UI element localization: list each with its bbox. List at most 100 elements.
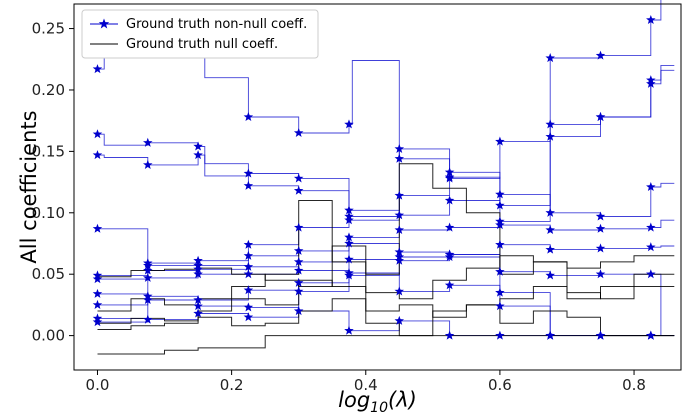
y-axis-ticks: 0.00 0.05 0.10 0.15 0.20 0.25 bbox=[32, 20, 74, 345]
star-marker-5-4 bbox=[293, 256, 304, 266]
star-marker-3-2 bbox=[193, 269, 203, 279]
star-marker-8-2 bbox=[193, 301, 203, 311]
x-tick-label: 0.0 bbox=[86, 376, 110, 394]
star-marker-7-4 bbox=[293, 277, 304, 287]
star-marker-0-10 bbox=[595, 50, 606, 60]
star-marker-3-4 bbox=[293, 222, 304, 232]
star-marker-2-9 bbox=[545, 131, 555, 141]
nonnull-coef-line-5 bbox=[97, 243, 675, 280]
x-tick-label: 0.2 bbox=[220, 376, 244, 394]
star-marker-1-5 bbox=[344, 205, 354, 215]
star-marker-8-6 bbox=[394, 286, 405, 296]
star-marker-7-1 bbox=[143, 294, 153, 305]
star-marker-2-4 bbox=[293, 185, 304, 195]
star-marker-9-3 bbox=[243, 312, 254, 322]
star-marker-3-3 bbox=[243, 239, 254, 249]
star-marker-6-8 bbox=[495, 266, 505, 276]
star-marker-8-8 bbox=[495, 287, 505, 297]
star-marker-6-10 bbox=[595, 269, 606, 279]
star-marker-2-7 bbox=[444, 172, 455, 182]
star-marker-5-11 bbox=[646, 242, 656, 252]
star-marker-3-6 bbox=[394, 210, 405, 220]
star-marker-0-4 bbox=[293, 127, 304, 137]
star-marker-1-1 bbox=[143, 137, 153, 147]
star-marker-5-1 bbox=[143, 258, 153, 268]
star-marker-1-9 bbox=[545, 119, 555, 129]
star-marker-3-11 bbox=[646, 182, 656, 192]
star-marker-5-10 bbox=[595, 243, 606, 253]
star-marker-6-2 bbox=[193, 264, 203, 274]
star-marker-4-4 bbox=[293, 245, 304, 255]
star-marker-7-3 bbox=[243, 285, 254, 295]
star-marker-6-5 bbox=[344, 254, 354, 264]
x-tick-label: 0.8 bbox=[622, 376, 646, 394]
nonnull-coef-line-4 bbox=[97, 219, 675, 276]
x-tick-label: 0.4 bbox=[354, 376, 378, 394]
star-marker-6-11 bbox=[646, 269, 656, 279]
star-marker-1-0 bbox=[92, 129, 103, 139]
star-marker-8-1 bbox=[143, 291, 153, 301]
y-tick-label: 0.20 bbox=[32, 81, 65, 99]
star-marker-5-8 bbox=[495, 239, 505, 249]
y-tick-label: 0.25 bbox=[32, 20, 65, 38]
x-axis-label: log10(λ) bbox=[338, 388, 417, 414]
null-coef-line-14 bbox=[97, 335, 675, 355]
x-axis-label-subscript: 10 bbox=[370, 400, 388, 414]
y-tick-label: 0.00 bbox=[32, 327, 65, 345]
star-marker-9-6 bbox=[394, 315, 405, 325]
x-axis-ticks: 0.0 0.2 0.4 0.6 0.8 bbox=[86, 370, 646, 394]
legend-null-label: Ground truth null coeff. bbox=[126, 37, 278, 52]
star-marker-8-7 bbox=[444, 280, 455, 290]
plot-frame bbox=[73, 3, 682, 371]
star-marker-4-5 bbox=[344, 232, 354, 242]
y-tick-label: 0.15 bbox=[32, 142, 65, 160]
legend-star-icon bbox=[98, 18, 110, 29]
null-coef-line-13 bbox=[97, 298, 675, 337]
star-marker-0-0 bbox=[92, 64, 103, 74]
star-marker-4-10 bbox=[595, 223, 606, 233]
legend: Ground truth non-null coeff. Ground trut… bbox=[81, 9, 319, 59]
star-marker-6-0 bbox=[92, 288, 103, 298]
legend-box bbox=[81, 9, 319, 59]
star-marker-5-5 bbox=[344, 238, 354, 248]
star-marker-3-9 bbox=[545, 207, 555, 217]
star-marker-2-6 bbox=[394, 190, 405, 200]
x-tick-label: 0.6 bbox=[488, 376, 512, 394]
x-axis-label-argument: (λ) bbox=[388, 388, 417, 412]
star-marker-2-0 bbox=[92, 150, 103, 160]
star-marker-4-9 bbox=[545, 224, 555, 235]
star-marker-5-0 bbox=[92, 274, 103, 284]
star-marker-4-11 bbox=[646, 222, 656, 232]
star-marker-3-7 bbox=[444, 195, 455, 205]
null-coef-line-12 bbox=[97, 279, 675, 324]
series-markers bbox=[92, 14, 656, 340]
star-marker-9-11 bbox=[646, 330, 656, 340]
star-marker-9-7 bbox=[444, 330, 455, 340]
star-marker-6-4 bbox=[293, 265, 304, 275]
star-marker-0-5 bbox=[344, 119, 354, 129]
star-marker-4-6 bbox=[394, 224, 405, 235]
nonnull-coef-line-2 bbox=[97, 69, 675, 222]
star-marker-2-1 bbox=[143, 159, 153, 169]
star-marker-3-1 bbox=[143, 265, 153, 275]
star-marker-4-7 bbox=[444, 222, 455, 232]
legend-nonnull-label: Ground truth non-null coeff. bbox=[126, 17, 307, 32]
star-marker-9-5 bbox=[344, 325, 354, 335]
star-marker-9-1 bbox=[143, 314, 153, 324]
star-marker-1-3 bbox=[243, 168, 254, 178]
y-tick-label: 0.05 bbox=[32, 265, 65, 283]
star-marker-1-4 bbox=[293, 173, 304, 183]
star-marker-4-2 bbox=[193, 255, 203, 265]
star-marker-7-6 bbox=[394, 255, 405, 265]
star-marker-6-9 bbox=[545, 270, 555, 280]
star-marker-9-0 bbox=[92, 317, 103, 327]
star-marker-6-1 bbox=[143, 272, 153, 282]
star-marker-0-9 bbox=[545, 53, 555, 63]
star-marker-4-8 bbox=[495, 220, 505, 230]
star-marker-1-8 bbox=[495, 200, 505, 210]
star-marker-7-8 bbox=[495, 301, 505, 311]
star-marker-0-11 bbox=[646, 14, 656, 25]
star-marker-8-4 bbox=[293, 286, 304, 296]
star-marker-7-7 bbox=[444, 249, 455, 259]
